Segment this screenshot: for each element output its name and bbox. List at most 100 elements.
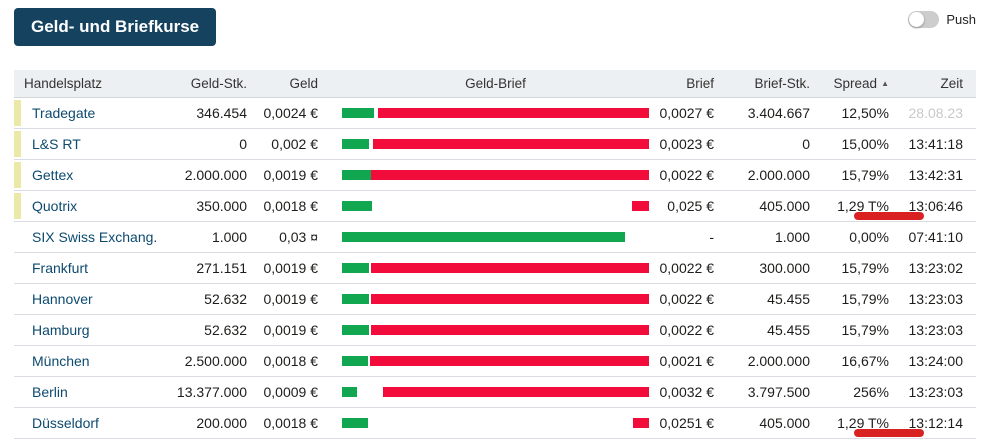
bid-bar xyxy=(342,356,369,366)
time-value: 13:23:03 xyxy=(908,291,964,307)
bid-price-value: 0,0009 € xyxy=(263,384,319,400)
bid-bar xyxy=(342,201,373,211)
venue-name[interactable]: SIX Swiss Exchang. xyxy=(32,229,158,245)
venue-name[interactable]: Frankfurt xyxy=(32,260,89,276)
ask-size-value: 45.455 xyxy=(767,291,810,307)
column-header-handelsplatz[interactable]: Handelsplatz xyxy=(24,76,103,91)
spread-cell: 15,79% xyxy=(810,291,889,307)
table-row[interactable]: L&S RT 0 0,002 € 0,0023 € 0 15,00% 13:41… xyxy=(14,129,976,160)
venue-name[interactable]: Quotrix xyxy=(32,198,78,214)
spread-bar-track xyxy=(342,98,649,128)
ask-price-value: - xyxy=(709,229,714,245)
push-label: Push xyxy=(946,12,976,27)
push-toggle[interactable] xyxy=(908,11,940,28)
ask-bar xyxy=(371,170,649,180)
bid-bar xyxy=(342,139,370,149)
table-row[interactable]: Frankfurt 271.151 0,0019 € 0,0022 € 300.… xyxy=(14,253,976,284)
column-header-spread-label: Spread xyxy=(833,76,878,91)
bid-bar xyxy=(342,325,370,335)
table-row[interactable]: Hamburg 52.632 0,0019 € 0,0022 € 45.455 … xyxy=(14,315,976,346)
column-header-brief[interactable]: Brief xyxy=(686,76,714,91)
bid-price-value: 0,0018 € xyxy=(263,353,319,369)
spread-bar-track xyxy=(342,408,649,438)
bid-price-value: 0,0019 € xyxy=(263,291,319,307)
venue-name[interactable]: Hamburg xyxy=(32,322,90,338)
spread-value: 12,50% xyxy=(841,105,889,121)
bid-size-value: 350.000 xyxy=(196,198,247,214)
bid-size-value: 0 xyxy=(239,136,247,152)
time-value: 13:23:02 xyxy=(908,260,964,276)
column-header-geld-brief[interactable]: Geld-Brief xyxy=(465,76,526,91)
row-marker xyxy=(14,100,21,126)
spread-value: 0,00% xyxy=(849,229,889,245)
spread-bar-track xyxy=(342,191,649,221)
spread-bar-cell xyxy=(318,98,649,128)
bid-size-value: 2.000.000 xyxy=(184,167,247,183)
ask-size-value: 45.455 xyxy=(767,322,810,338)
ask-price-value: 0,0251 € xyxy=(659,415,715,431)
bid-size-value: 271.151 xyxy=(196,260,247,276)
bid-size-value: 13.377.000 xyxy=(176,384,247,400)
venue-name[interactable]: Tradegate xyxy=(32,105,96,121)
bid-price-value: 0,0024 € xyxy=(263,105,319,121)
time-value: 13:24:00 xyxy=(908,353,964,369)
ask-bar xyxy=(373,139,649,149)
table-row[interactable]: München 2.500.000 0,0018 € 0,0021 € 2.00… xyxy=(14,346,976,377)
spread-cell: 16,67% xyxy=(810,353,889,369)
table-row[interactable]: Tradegate 346.454 0,0024 € 0,0027 € 3.40… xyxy=(14,98,976,129)
bid-size-value: 52.632 xyxy=(204,291,247,307)
ask-price-value: 0,0023 € xyxy=(659,136,715,152)
spread-bar-cell xyxy=(318,191,649,221)
venue-name[interactable]: Hannover xyxy=(32,291,93,307)
venue-name[interactable]: L&S RT xyxy=(32,136,81,152)
spread-bar-cell xyxy=(318,408,649,438)
bid-bar xyxy=(342,294,370,304)
column-header-geld-stk[interactable]: Geld-Stk. xyxy=(190,76,247,91)
time-value: 07:41:10 xyxy=(908,229,964,245)
spread-cell: 15,79% xyxy=(810,260,889,276)
column-header-geld[interactable]: Geld xyxy=(289,76,318,91)
push-toggle-group: Push xyxy=(908,11,976,28)
bid-bar xyxy=(342,387,358,397)
ask-price-value: 0,025 € xyxy=(667,198,714,214)
spread-value: 256% xyxy=(853,384,889,400)
venue-name[interactable]: Düsseldorf xyxy=(32,415,99,431)
bid-price-value: 0,002 € xyxy=(271,136,318,152)
table-body: Tradegate 346.454 0,0024 € 0,0027 € 3.40… xyxy=(14,98,976,439)
column-header-spread[interactable]: Spread ▲ xyxy=(810,76,889,91)
table-row[interactable]: Hannover 52.632 0,0019 € 0,0022 € 45.455… xyxy=(14,284,976,315)
table-row[interactable]: Düsseldorf 200.000 0,0018 € 0,0251 € 405… xyxy=(14,408,976,439)
spread-bar-cell xyxy=(318,315,649,345)
table-row[interactable]: Berlin 13.377.000 0,0009 € 0,0032 € 3.79… xyxy=(14,377,976,408)
spread-bar-cell xyxy=(318,284,649,314)
bid-price-value: 0,0018 € xyxy=(263,415,319,431)
spread-bar-cell xyxy=(318,377,649,407)
venue-name[interactable]: Gettex xyxy=(32,167,74,183)
spread-bar-track xyxy=(342,346,649,376)
column-header-brief-stk[interactable]: Brief-Stk. xyxy=(754,76,810,91)
ask-price-value: 0,0022 € xyxy=(659,291,715,307)
ask-size-value: 2.000.000 xyxy=(747,167,810,183)
ask-bar xyxy=(632,201,649,211)
time-value: 13:06:46 xyxy=(908,198,964,214)
spread-value: 1,29 T% xyxy=(837,198,889,214)
table-row[interactable]: SIX Swiss Exchang. 1.000 0,03 ¤ - 1.000 … xyxy=(14,222,976,253)
ask-bar xyxy=(371,325,649,335)
bid-bar xyxy=(342,232,626,242)
spread-cell: 15,00% xyxy=(810,136,889,152)
time-value: 13:41:18 xyxy=(908,136,964,152)
row-marker xyxy=(14,131,21,157)
table-row[interactable]: Gettex 2.000.000 0,0019 € 0,0022 € 2.000… xyxy=(14,160,976,191)
bid-bar xyxy=(342,108,374,118)
bid-bar xyxy=(342,418,369,428)
venue-name[interactable]: Berlin xyxy=(32,384,68,400)
table-row[interactable]: Quotrix 350.000 0,0018 € 0,025 € 405.000… xyxy=(14,191,976,222)
ask-size-value: 405.000 xyxy=(759,198,810,214)
spread-bar-track xyxy=(342,253,649,283)
ask-size-value: 405.000 xyxy=(759,415,810,431)
venue-name[interactable]: München xyxy=(32,353,90,369)
bid-bar xyxy=(342,263,370,273)
column-header-zeit[interactable]: Zeit xyxy=(940,76,963,91)
ask-size-value: 1.000 xyxy=(774,229,810,245)
ask-bar xyxy=(369,356,649,366)
